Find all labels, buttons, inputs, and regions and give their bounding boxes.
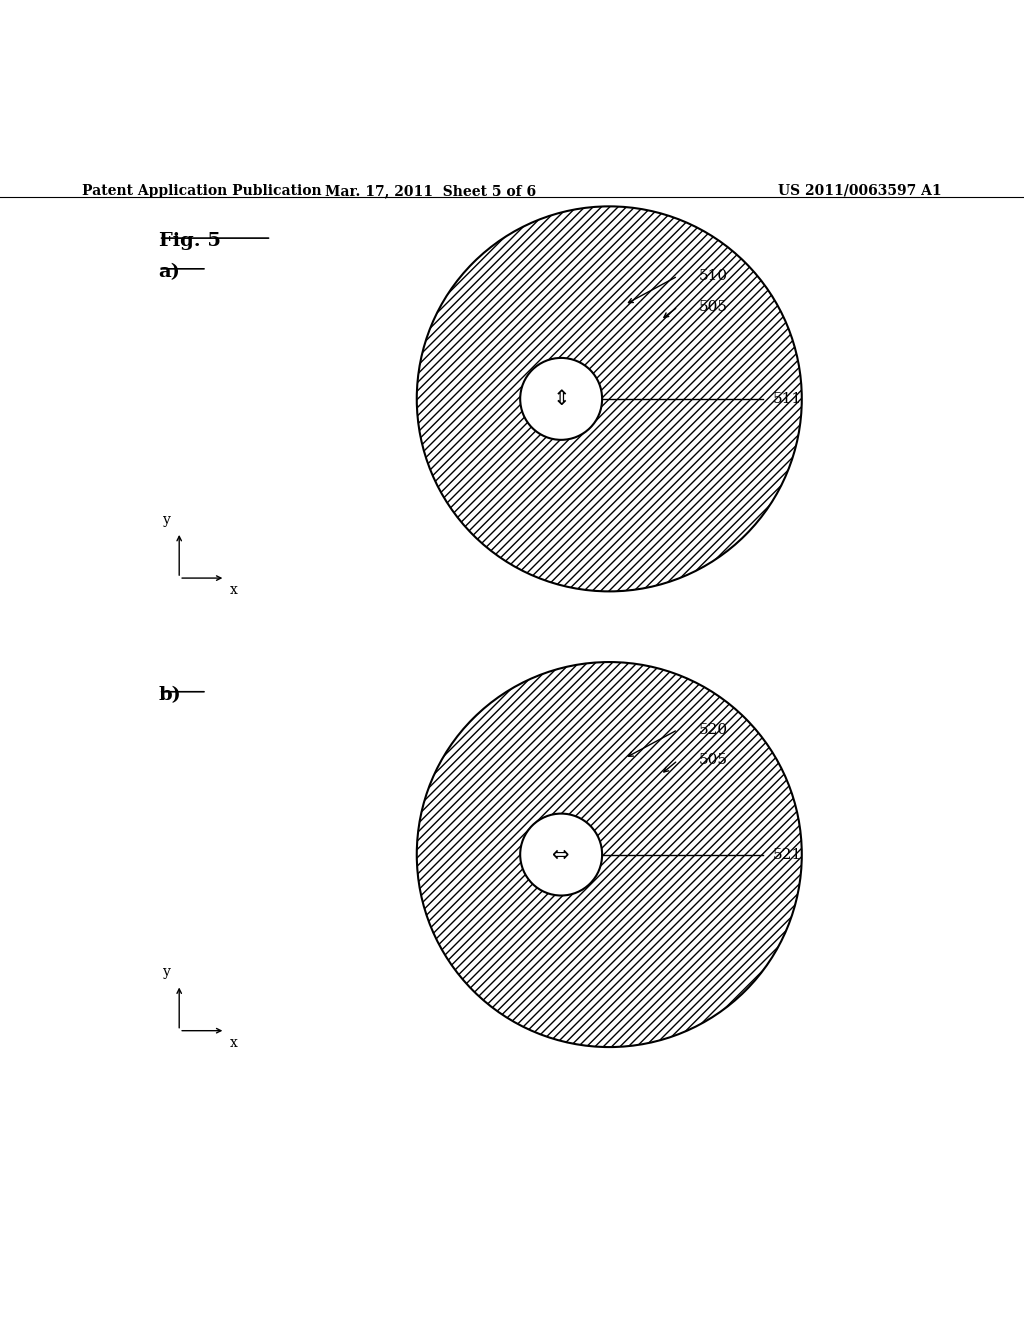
Text: a): a) <box>159 263 180 281</box>
Text: 511: 511 <box>773 392 802 405</box>
Circle shape <box>417 663 802 1047</box>
Text: ⇕: ⇕ <box>552 389 570 409</box>
Text: Patent Application Publication: Patent Application Publication <box>82 183 322 198</box>
Circle shape <box>520 813 602 895</box>
Text: x: x <box>229 583 238 597</box>
Text: US 2011/0063597 A1: US 2011/0063597 A1 <box>778 183 942 198</box>
Text: 505: 505 <box>698 754 727 767</box>
Text: Mar. 17, 2011  Sheet 5 of 6: Mar. 17, 2011 Sheet 5 of 6 <box>325 183 536 198</box>
Text: 505: 505 <box>698 300 727 314</box>
Text: 521: 521 <box>773 847 802 862</box>
Text: Fig. 5: Fig. 5 <box>159 232 221 249</box>
Text: 510: 510 <box>698 269 727 282</box>
Text: b): b) <box>159 685 181 704</box>
Text: x: x <box>229 1036 238 1049</box>
Text: 520: 520 <box>698 722 727 737</box>
Text: ⇔: ⇔ <box>552 845 570 865</box>
Text: y: y <box>163 965 171 979</box>
Text: y: y <box>163 513 171 527</box>
Circle shape <box>520 358 602 440</box>
Circle shape <box>417 206 802 591</box>
